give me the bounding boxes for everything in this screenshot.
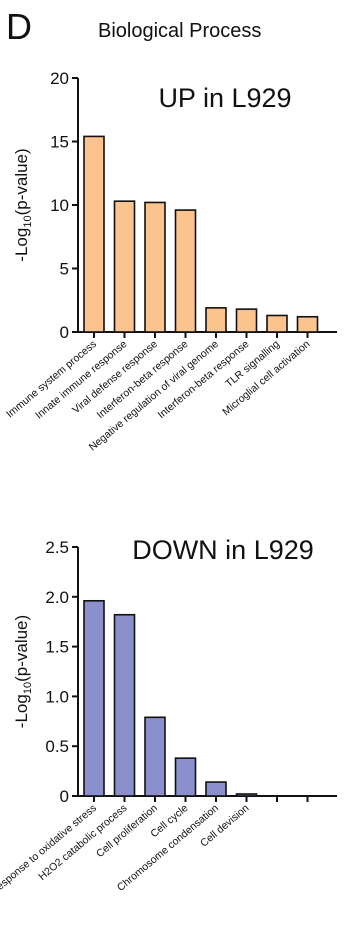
- y-tick-label: 1.5: [45, 638, 69, 657]
- chart-title: UP in L929: [158, 83, 291, 113]
- y-tick-label: 20: [50, 69, 69, 88]
- y-tick-label: 1.0: [45, 687, 69, 706]
- y-tick-label: 15: [50, 133, 69, 152]
- y-tick-label: 5: [60, 260, 69, 279]
- bar: [83, 599, 105, 797]
- bar: [113, 613, 136, 797]
- panel-heading: Biological Process: [98, 20, 262, 42]
- y-tick-label: 0: [60, 787, 69, 806]
- panel-letter: D: [6, 6, 32, 47]
- y-tick-label: 0.5: [45, 737, 69, 756]
- y-tick-label: 10: [50, 196, 69, 215]
- category-label: Response to oxidative stress: [0, 802, 99, 897]
- y-tick-label: 2.5: [45, 538, 69, 557]
- bar: [174, 757, 197, 797]
- chart-title: DOWN in L929: [132, 535, 314, 565]
- bar: [144, 716, 166, 797]
- bar: [205, 781, 227, 797]
- y-axis-label: -Log10(p-value): [12, 148, 34, 261]
- bar: [235, 793, 258, 797]
- y-tick-label: 2.0: [45, 588, 69, 607]
- y-tick-label: 0: [60, 323, 69, 342]
- y-axis-label: -Log10(p-value): [12, 615, 34, 728]
